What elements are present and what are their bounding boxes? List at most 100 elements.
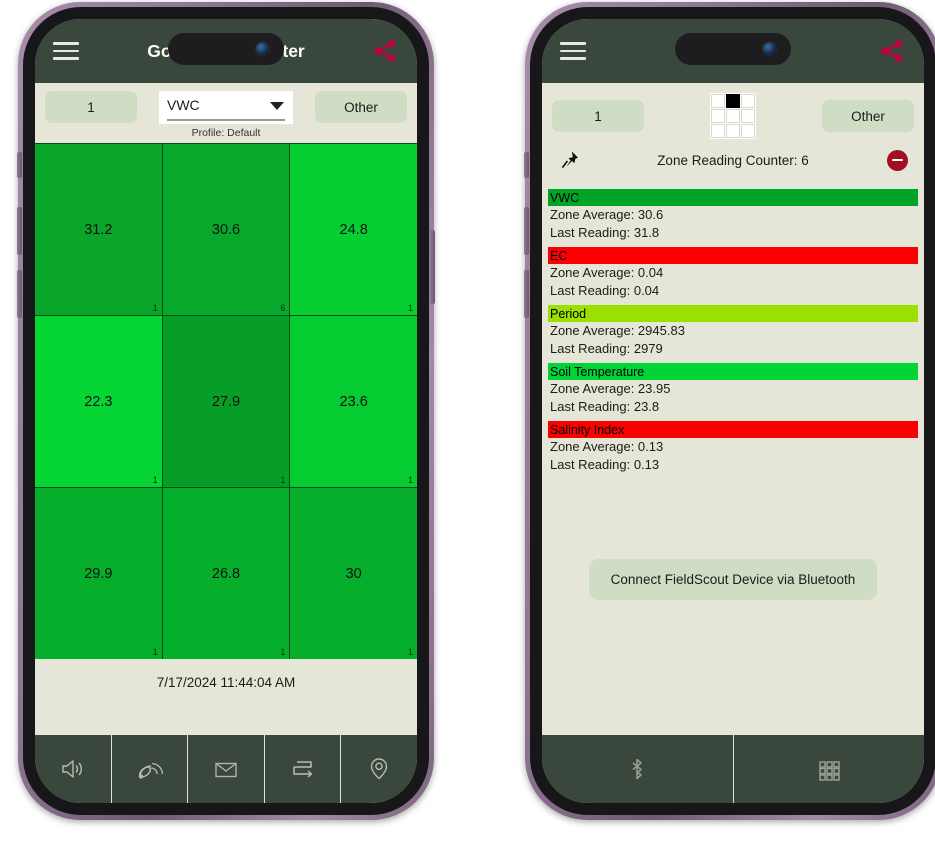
power-button-left[interactable]	[430, 230, 435, 304]
volume-down-button-left[interactable]	[17, 270, 22, 318]
front-camera-icon-right	[762, 41, 777, 57]
connect-bluetooth-button[interactable]: Connect FieldScout Device via Bluetooth	[588, 559, 878, 600]
mute-switch-right[interactable]	[524, 152, 529, 178]
zone-count: 1	[407, 303, 413, 313]
zone-value: 27.9	[211, 393, 241, 410]
nav-speaker-button[interactable]	[35, 735, 111, 803]
grid-cell	[741, 124, 755, 138]
zone-value: 30	[345, 565, 362, 582]
grid-cell	[711, 94, 725, 108]
select-underline	[167, 119, 285, 121]
selector-row-right: 1 Other	[542, 83, 924, 139]
volume-up-button-left[interactable]	[17, 207, 22, 255]
nav-grid-button[interactable]	[732, 735, 925, 803]
transfer-icon	[292, 761, 312, 778]
zone-cell[interactable]: 31.2 1	[35, 144, 162, 315]
reading-name-band: Period	[548, 305, 918, 322]
reading-item: Period Zone Average: 2945.83 Last Readin…	[548, 305, 918, 357]
zone-value: 30.6	[211, 221, 241, 238]
reading-name-band: VWC	[548, 189, 918, 206]
share-icon[interactable]	[371, 37, 399, 65]
reading-last-reading: Last Reading: 23.8	[550, 398, 660, 414]
zone-count: 1	[152, 475, 158, 485]
zone-value: 23.6	[339, 393, 368, 410]
reading-zone-average: Zone Average: 30.6	[550, 207, 664, 222]
pushpin-icon[interactable]	[558, 148, 582, 172]
envelope-icon	[215, 762, 237, 778]
zone-count: 1	[407, 475, 413, 485]
dynamic-island-left	[168, 33, 284, 65]
bottom-nav-left	[35, 735, 417, 803]
other-button[interactable]: Other	[315, 91, 407, 123]
reading-name-band: Soil Temperature	[548, 363, 918, 380]
reading-last-reading: Last Reading: 2979	[550, 340, 663, 356]
reading-item: EC Zone Average: 0.04 Last Reading: 0.04	[548, 247, 918, 299]
volume-down-button-right[interactable]	[524, 270, 529, 318]
bluetooth-icon	[632, 758, 642, 780]
reading-last-reading: Last Reading: 31.8	[550, 224, 660, 240]
zone-count: 1	[280, 647, 286, 657]
zone-count: 1	[152, 303, 158, 313]
chevron-down-icon	[270, 102, 284, 110]
zone-cell[interactable]: 24.8 1	[290, 144, 417, 315]
nav-transfer-button[interactable]	[263, 735, 341, 803]
zone-number-button[interactable]: 1	[552, 100, 644, 132]
phone-device-right: Take Reading 1	[524, 2, 935, 820]
volume-up-button-right[interactable]	[524, 207, 529, 255]
hamburger-icon[interactable]	[53, 42, 79, 60]
reading-zone-average: Zone Average: 23.95	[550, 381, 671, 396]
bottom-nav-right	[542, 735, 924, 803]
zone-cell[interactable]: 30.6 6	[162, 144, 290, 315]
grid-cell	[711, 109, 725, 123]
grid-cell	[726, 124, 740, 138]
zone-number-button[interactable]: 1	[45, 91, 137, 123]
hamburger-icon[interactable]	[560, 42, 586, 60]
zone-grid: 31.2 1 30.6 6 24.8 1 22.3 1 27.9 1	[35, 143, 417, 659]
zone-cell[interactable]: 23.6 1	[290, 316, 417, 487]
zone-cell[interactable]: 26.8 1	[162, 488, 290, 659]
reading-zone-average: Zone Average: 0.04	[550, 265, 664, 280]
other-button[interactable]: Other	[822, 100, 914, 132]
phone-device-left: Golfbaneprodukter 1 VWC Other	[17, 2, 435, 820]
map-pin-icon	[370, 758, 388, 780]
nav-gps-button[interactable]	[110, 735, 188, 803]
reading-item: Salinity Index Zone Average: 0.13 Last R…	[548, 421, 918, 473]
grid-cell	[741, 109, 755, 123]
reading-name-band: Salinity Index	[548, 421, 918, 438]
nav-location-button[interactable]	[340, 735, 417, 803]
selector-row-left: 1 VWC Other	[35, 83, 417, 124]
minus-circle-icon[interactable]	[887, 149, 908, 171]
zone-value: 29.9	[84, 565, 113, 582]
reading-item: VWC Zone Average: 30.6 Last Reading: 31.…	[548, 189, 918, 241]
zone-reading-counter-label: Zone Reading Counter: 6	[657, 152, 809, 168]
reading-last-reading: Last Reading: 0.04	[550, 282, 660, 298]
mute-switch-left[interactable]	[17, 152, 22, 178]
zone-cell[interactable]: 27.9 1	[162, 316, 290, 487]
zone-grid-icon[interactable]	[710, 93, 756, 139]
grid-cell-selected	[726, 94, 740, 108]
zone-value: 26.8	[211, 565, 241, 582]
reading-name-band: EC	[548, 247, 918, 264]
zone-reading-counter-row: Zone Reading Counter: 6	[542, 139, 924, 181]
zone-count: 1	[280, 475, 286, 485]
grid-icon	[819, 761, 840, 781]
reading-last-reading: Last Reading: 0.13	[550, 456, 660, 472]
zone-value: 24.8	[339, 221, 368, 238]
zone-count: 6	[280, 303, 286, 313]
readings-list: VWC Zone Average: 30.6 Last Reading: 31.…	[542, 181, 924, 473]
zone-value: 22.3	[84, 393, 113, 410]
zone-cell[interactable]: 22.3 1	[35, 316, 162, 487]
bluetooth-button-wrap: Connect FieldScout Device via Bluetooth	[542, 479, 924, 600]
nav-mail-button[interactable]	[187, 735, 264, 803]
zone-cell[interactable]: 30 1	[290, 488, 417, 659]
nav-bluetooth-button[interactable]	[542, 735, 733, 803]
share-icon[interactable]	[878, 37, 906, 65]
measurement-select-value: VWC	[167, 97, 200, 113]
profile-label: Profile: Default	[35, 124, 417, 143]
zone-cell[interactable]: 29.9 1	[35, 488, 162, 659]
satellite-dish-icon	[139, 762, 164, 779]
measurement-select[interactable]: VWC	[159, 91, 293, 124]
speaker-icon	[62, 760, 82, 778]
grid-cell	[726, 109, 740, 123]
dynamic-island-right	[675, 33, 791, 65]
